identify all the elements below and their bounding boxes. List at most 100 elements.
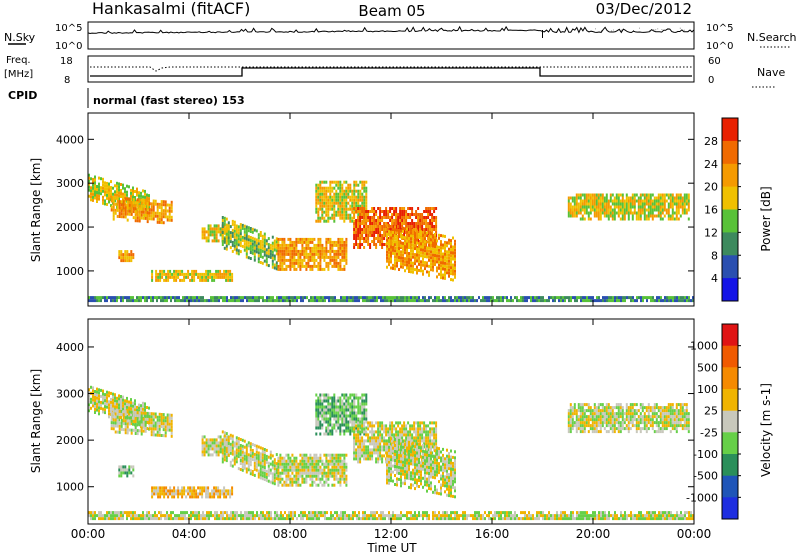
heatmap-cell	[106, 187, 108, 191]
heatmap-cell	[245, 237, 248, 241]
heatmap-cell	[365, 219, 368, 222]
heatmap-cell	[213, 447, 216, 451]
heatmap-cell	[610, 299, 612, 303]
heatmap-cell	[317, 243, 320, 247]
heatmap-cell	[335, 477, 338, 481]
heatmap-cell	[171, 495, 174, 499]
heatmap-cell	[90, 192, 92, 196]
heatmap-cell	[136, 210, 139, 214]
heatmap-cell	[339, 240, 342, 244]
heatmap-cell	[152, 418, 155, 422]
heatmap-cell	[359, 216, 362, 219]
heatmap-cell	[245, 249, 248, 253]
heatmap-cell	[422, 245, 424, 249]
heatmap-cell	[303, 468, 306, 472]
heatmap-cell	[676, 299, 678, 303]
heatmap-cell	[225, 278, 228, 282]
heatmap-cell	[607, 202, 610, 206]
heatmap-cell	[587, 217, 590, 221]
heatmap-cell	[452, 248, 454, 252]
heatmap-cell	[148, 424, 151, 428]
heatmap-cell	[353, 180, 356, 184]
heatmap-cell	[333, 483, 336, 487]
heatmap-cell	[339, 192, 342, 196]
heatmap-cell	[92, 189, 94, 193]
heatmap-cell	[355, 433, 358, 437]
heatmap-cell	[108, 197, 110, 201]
heatmap-cell	[106, 405, 108, 409]
heatmap-cell	[401, 210, 404, 213]
heatmap-cell	[331, 246, 334, 250]
heatmap-cell	[327, 417, 330, 421]
heatmap-cell	[225, 244, 228, 248]
heatmap-cell	[253, 243, 256, 247]
heatmap-cell	[337, 423, 340, 427]
heatmap-cell	[112, 415, 115, 419]
heatmap-cell	[90, 299, 92, 303]
heatmap-cell	[252, 299, 254, 303]
heatmap-cell	[409, 207, 412, 210]
heatmap-cell	[169, 275, 172, 279]
heatmap-cell	[165, 486, 168, 490]
heatmap-cell	[257, 460, 260, 464]
heatmap-cell	[339, 189, 342, 193]
heatmap-cell	[349, 426, 352, 430]
heatmap-cell	[430, 241, 432, 245]
heatmap-cell	[263, 463, 266, 466]
heatmap-cell	[424, 299, 426, 303]
heatmap-cell	[339, 243, 342, 247]
heatmap-cell	[118, 415, 121, 419]
heatmap-cell	[191, 269, 194, 273]
heatmap-cell	[299, 240, 302, 244]
heatmap-cell	[345, 414, 348, 418]
heatmap-cell	[207, 239, 210, 243]
heatmap-cell	[126, 197, 129, 201]
heatmap-cell	[394, 228, 396, 232]
heatmap-cell	[433, 207, 436, 210]
heatmap-cell	[347, 195, 350, 199]
heatmap-cell	[317, 201, 320, 205]
heatmap-cell	[227, 239, 230, 243]
heatmap-cell	[369, 451, 372, 455]
heatmap-cell	[571, 208, 574, 212]
heatmap-cell	[341, 465, 344, 469]
heatmap-cell	[245, 449, 248, 453]
heatmap-cell	[416, 268, 418, 272]
heatmap-cell	[206, 299, 208, 303]
heatmap-cell	[241, 244, 244, 248]
heatmap-cell	[134, 196, 136, 199]
heatmap-cell	[440, 267, 442, 271]
heatmap-cell	[546, 299, 548, 303]
heatmap-cell	[552, 296, 554, 300]
heatmap-cell	[243, 236, 246, 240]
heatmap-cell	[339, 402, 342, 406]
heatmap-cell	[144, 411, 147, 415]
heatmap-cell	[156, 211, 159, 215]
heatmap-cell	[655, 199, 658, 203]
heatmap-cell	[118, 474, 121, 478]
heatmap-cell	[138, 406, 140, 410]
heatmap-cell	[152, 205, 155, 209]
heatmap-cell	[434, 263, 436, 266]
heatmap-cell	[424, 252, 426, 256]
heatmap-cell	[239, 226, 242, 230]
heatmap-cell	[676, 296, 678, 300]
heatmap-cell	[301, 246, 304, 250]
heatmap-cell	[526, 296, 528, 300]
heatmap-cell	[122, 256, 125, 260]
heatmap-cell	[421, 231, 424, 234]
heatmap-cell	[305, 255, 308, 259]
heatmap-cell	[466, 299, 468, 303]
heatmap-cell	[144, 195, 146, 199]
heatmap-cell	[245, 470, 248, 474]
heatmap-cell	[227, 272, 230, 276]
heatmap-cell	[464, 299, 466, 303]
heatmap-cell	[580, 299, 582, 303]
heatmap-cell	[184, 299, 186, 303]
heatmap-cell	[183, 492, 186, 496]
heatmap-cell	[245, 234, 248, 238]
heatmap-cell	[327, 186, 330, 190]
heatmap-cell	[343, 468, 346, 472]
heatmap-cell	[325, 399, 328, 403]
